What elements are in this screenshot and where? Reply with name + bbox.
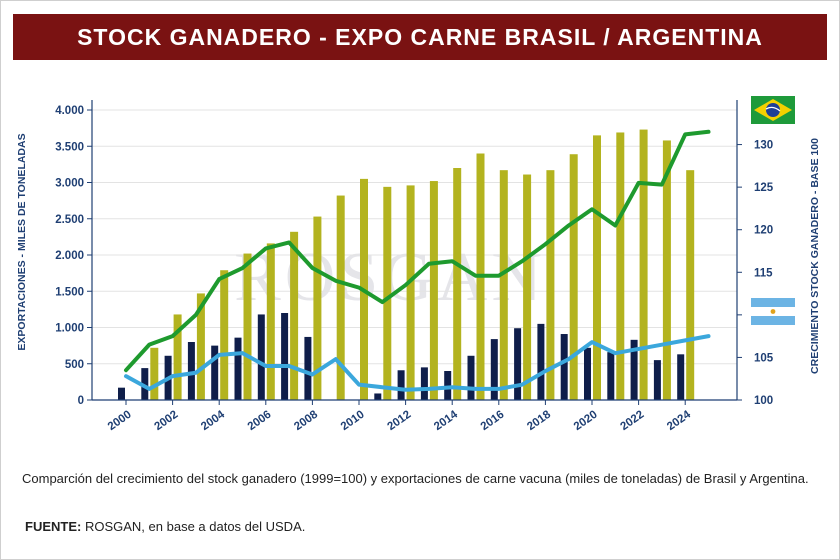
chart-source: FUENTE: ROSGAN, en base a datos del USDA…: [25, 519, 305, 534]
argentina-flag-icon: [751, 298, 795, 325]
bar-brazil: [546, 170, 555, 400]
bar-argentina: [420, 367, 428, 400]
chart-title: STOCK GANADERO - EXPO CARNE BRASIL / ARG…: [13, 14, 827, 60]
left-tick-label: 2.000: [55, 250, 84, 262]
bar-argentina: [257, 314, 265, 400]
bar-brazil: [639, 129, 648, 400]
bar-argentina: [281, 313, 289, 400]
x-tick-label: 2000: [106, 409, 134, 434]
left-tick-label: 2.500: [55, 214, 84, 226]
x-tick-label: 2024: [665, 408, 693, 433]
source-text: ROSGAN, en base a datos del USDA.: [84, 519, 306, 534]
right-tick-label: 125: [754, 182, 774, 194]
right-tick-label: 100: [754, 395, 773, 407]
right-tick-label: 105: [754, 352, 774, 364]
bar-argentina: [234, 337, 242, 400]
right-tick-label: 115: [754, 267, 773, 279]
left-tick-label: 1.500: [55, 286, 84, 298]
left-tick-label: 3.500: [55, 141, 84, 153]
bar-brazil: [523, 174, 532, 400]
bar-brazil: [616, 132, 625, 400]
bar-argentina: [584, 347, 591, 400]
left-axis-label: EXPORTACIONES - MILES DE TONELADAS: [16, 133, 28, 350]
x-tick-label: 2016: [479, 409, 507, 434]
bar-brazil: [429, 181, 438, 400]
bar-argentina: [653, 360, 661, 400]
bar-argentina: [397, 370, 405, 400]
bar-argentina: [607, 352, 615, 400]
bar-brazil: [593, 135, 601, 400]
bar-argentina: [630, 339, 638, 400]
bar-argentina: [677, 354, 685, 400]
x-tick-label: 2002: [152, 409, 180, 434]
bar-brazil: [220, 270, 229, 400]
bar-argentina: [141, 368, 149, 400]
bar-brazil: [243, 253, 252, 400]
bar-argentina: [467, 355, 475, 400]
x-tick-label: 2022: [618, 409, 646, 434]
right-tick-label: 120: [754, 225, 773, 237]
x-tick-label: 2010: [339, 409, 367, 434]
bar-argentina: [444, 371, 452, 400]
left-tick-label: 1.000: [55, 323, 84, 335]
bar-brazil: [336, 195, 345, 400]
bar-argentina: [374, 393, 382, 400]
right-tick-label: 130: [754, 140, 773, 152]
x-tick-label: 2004: [199, 408, 227, 433]
left-tick-label: 0: [78, 395, 84, 407]
bar-argentina: [211, 345, 219, 400]
bar-argentina: [560, 334, 568, 400]
bar-brazil: [453, 168, 462, 400]
bar-brazil: [662, 140, 671, 400]
chart-caption: Comparción del crecimiento del stock gan…: [22, 471, 809, 486]
left-tick-label: 4.000: [55, 105, 84, 117]
lines: [124, 129, 711, 392]
bar-brazil: [290, 231, 299, 400]
x-tick-label: 2008: [292, 408, 320, 433]
x-tick-label: 2012: [385, 409, 413, 434]
bar-brazil: [173, 314, 182, 400]
right-axis-label: CRECIMIENTO STOCK GANADERO - BASE 100: [809, 138, 821, 374]
x-tick-label: 2014: [432, 408, 460, 433]
bar-brazil: [406, 185, 415, 400]
bar-brazil: [313, 216, 322, 400]
brazil-flag-icon: [751, 96, 795, 124]
bar-argentina: [514, 328, 522, 400]
bar-brazil: [383, 186, 392, 400]
line-brazil-stock: [124, 129, 711, 373]
bar-brazil: [569, 154, 578, 400]
bar-brazil: [499, 170, 508, 400]
bar-argentina: [118, 387, 125, 400]
left-tick-label: 500: [65, 359, 84, 371]
left-tick-label: 3.000: [55, 178, 84, 190]
bar-brazil: [196, 293, 205, 400]
x-tick-label: 2006: [246, 409, 274, 434]
bar-argentina: [537, 323, 545, 400]
x-tick-label: 2018: [525, 408, 553, 433]
bar-argentina: [490, 339, 498, 400]
bar-brazil: [150, 347, 159, 400]
bar-brazil: [266, 243, 275, 400]
line-argentina-stock: [124, 334, 711, 392]
bar-argentina: [187, 342, 195, 400]
bar-brazil: [686, 170, 695, 400]
source-label: FUENTE:: [25, 519, 82, 534]
x-tick-label: 2020: [572, 409, 600, 434]
bar-argentina: [304, 336, 312, 400]
